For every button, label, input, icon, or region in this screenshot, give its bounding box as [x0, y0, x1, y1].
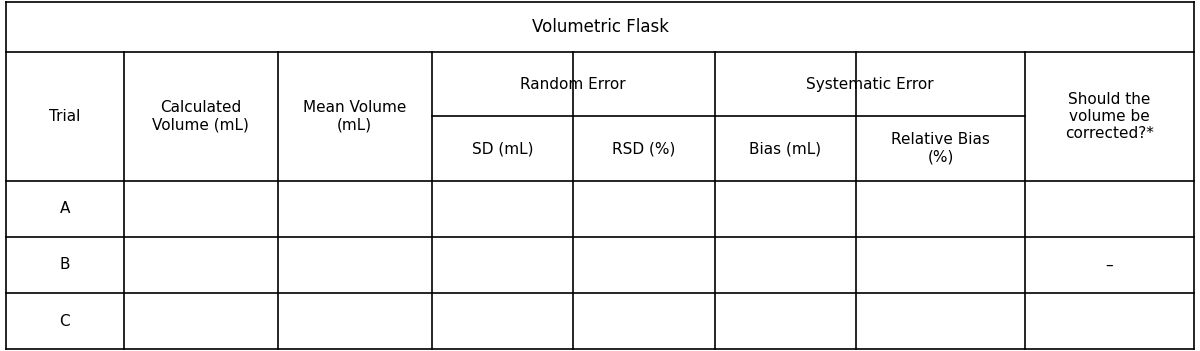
- Text: Volumetric Flask: Volumetric Flask: [532, 18, 668, 36]
- Text: Bias (mL): Bias (mL): [749, 141, 821, 156]
- Text: RSD (%): RSD (%): [612, 141, 676, 156]
- Text: Mean Volume
(mL): Mean Volume (mL): [302, 100, 407, 133]
- Text: Should the
volume be
corrected?*: Should the volume be corrected?*: [1066, 92, 1154, 141]
- Text: Trial: Trial: [49, 109, 80, 124]
- Text: –: –: [1105, 258, 1114, 272]
- Text: Calculated
Volume (mL): Calculated Volume (mL): [152, 100, 250, 133]
- Text: Relative Bias
(%): Relative Bias (%): [892, 132, 990, 165]
- Text: B: B: [60, 258, 70, 272]
- Text: A: A: [60, 201, 70, 216]
- Text: C: C: [60, 314, 70, 329]
- Text: SD (mL): SD (mL): [472, 141, 533, 156]
- Text: Systematic Error: Systematic Error: [806, 77, 934, 92]
- Text: Random Error: Random Error: [521, 77, 626, 92]
